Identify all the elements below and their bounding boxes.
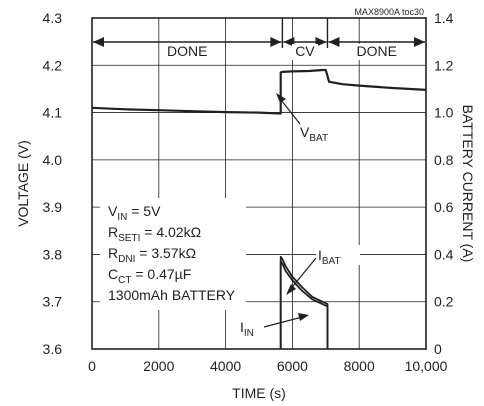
region-arrowhead — [414, 37, 425, 47]
x-tick-label: 10,000 — [405, 358, 448, 374]
y-right-tick-label: 0.8 — [434, 152, 454, 168]
y-right-tick-label: 1.4 — [434, 10, 454, 26]
series-line-ibat — [279, 260, 329, 349]
condition-line: CCT = 0.47µF — [108, 266, 191, 286]
tick-labels: 0 2000 4000 6000 8000 10,000 3.6 3.7 3.8 3.9 4.0 4.… — [43, 10, 454, 374]
iin-arrowhead — [298, 313, 309, 321]
region-arrowhead — [270, 37, 282, 47]
x-axis-label: TIME (s) — [232, 385, 286, 401]
series-line-iin — [279, 255, 329, 349]
y-axis-left-label: VOLTAGE (V) — [15, 140, 31, 227]
y-left-tick-label: 3.8 — [43, 246, 63, 262]
iin-leader — [263, 315, 307, 328]
condition-line: RSETI = 4.02kΩ — [108, 224, 201, 244]
region-label-bg — [354, 44, 399, 60]
iin-label-bg — [238, 318, 268, 338]
region-label-bg — [291, 44, 318, 60]
x-tick-label: 6000 — [277, 358, 308, 374]
iin-label: IIN — [240, 319, 254, 339]
vbat-label-bg — [298, 121, 350, 143]
region-arrowhead — [328, 37, 340, 47]
region-arrowhead — [283, 37, 295, 47]
region-label: DONE — [357, 43, 397, 59]
y-left-tick-label: 3.6 — [43, 341, 63, 357]
y-left-tick-label: 4.0 — [43, 152, 63, 168]
ibat-label: IBAT — [318, 247, 341, 267]
region-label-bg — [165, 44, 210, 60]
vbat-label: VBAT — [300, 124, 328, 144]
y-left-tick-label: 4.2 — [43, 57, 63, 73]
series-line-vbat — [91, 68, 427, 115]
y-right-tick-label: 0.4 — [434, 246, 454, 262]
y-left-tick-label: 3.9 — [43, 199, 63, 215]
x-tick-label: 0 — [88, 358, 96, 374]
ibat-arrowhead — [286, 284, 296, 295]
y-left-tick-label: 3.7 — [43, 294, 63, 310]
y-right-tick-label: 0 — [434, 341, 442, 357]
chart-watermark: MAX8900A toc30 — [354, 7, 424, 17]
region-arrowhead — [315, 37, 327, 47]
y-left-tick-label: 4.3 — [43, 10, 63, 26]
condition-line: VIN = 5V — [108, 203, 161, 223]
y-axis-right-label: BATTERY CURRENT (A) — [460, 105, 476, 263]
conditions-bg — [100, 198, 246, 310]
vbat-arrowhead — [276, 93, 286, 103]
condition-line: 1300mAh BATTERY — [108, 287, 236, 303]
region-label: CV — [295, 43, 315, 59]
x-tick-label: 8000 — [344, 358, 375, 374]
y-right-tick-label: 1.2 — [434, 57, 454, 73]
region-label: DONE — [167, 43, 207, 59]
ibat-leader — [288, 257, 317, 292]
ibat-label-bg — [316, 245, 360, 265]
condition-line: RDNI = 3.57kΩ — [108, 245, 196, 265]
region-arrowhead — [93, 37, 104, 47]
x-tick-label: 4000 — [210, 358, 241, 374]
y-right-tick-label: 1.0 — [434, 105, 454, 121]
x-tick-label: 2000 — [143, 358, 174, 374]
region-markers: DONE CV DONE — [93, 18, 425, 60]
plot-frame — [91, 17, 427, 350]
series-lines — [91, 68, 427, 349]
y-right-tick-label: 0.2 — [434, 294, 454, 310]
y-left-tick-label: 4.1 — [43, 105, 63, 121]
y-right-tick-label: 0.6 — [434, 199, 454, 215]
